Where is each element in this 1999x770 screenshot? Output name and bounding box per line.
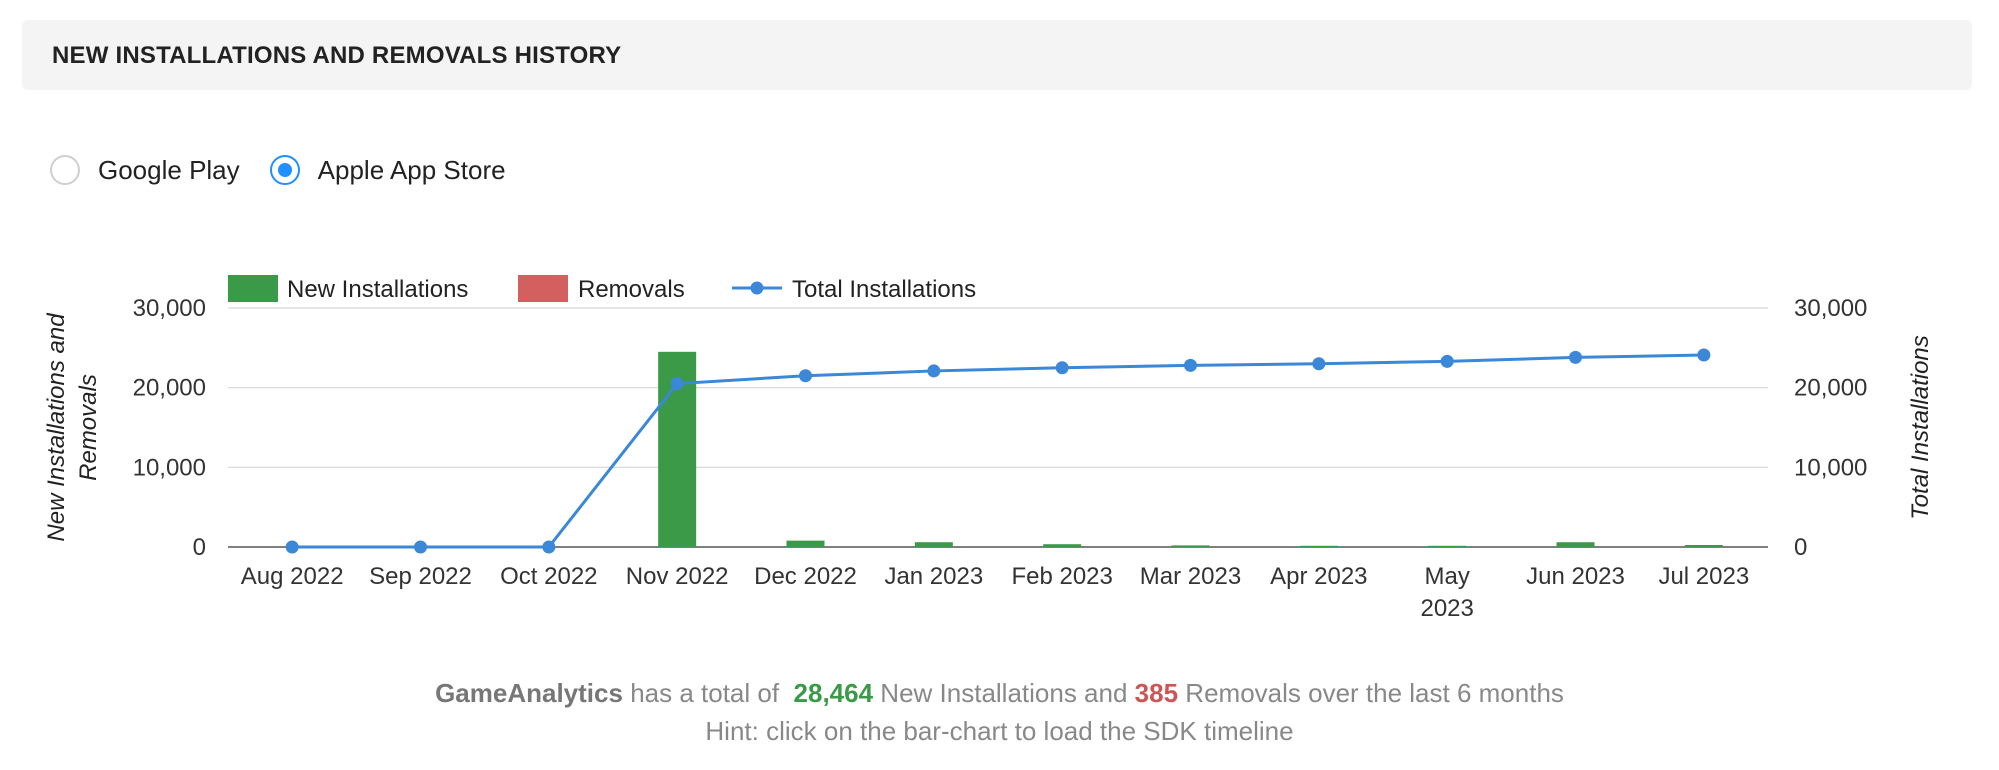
total-installations-line	[292, 353, 1704, 549]
summary-removals: 385	[1134, 678, 1179, 708]
x-tick-label: Oct 2022	[500, 563, 597, 590]
total-installations-point[interactable]	[1184, 358, 1197, 372]
total-installations-point[interactable]	[542, 540, 556, 554]
x-tick-label: Jul 2023	[1658, 563, 1749, 590]
x-tick-label: Apr 2023	[1270, 563, 1367, 590]
radio-google-play[interactable]: Google Play	[50, 155, 240, 186]
x-tick-label: Jan 2023	[884, 563, 983, 590]
total-installations-point[interactable]	[1055, 361, 1069, 375]
summary-hint: Hint: click on the bar-chart to load the…	[705, 716, 1294, 746]
y-left-tick-label: 20,000	[133, 375, 206, 402]
radio-label-apple-app-store: Apple App Store	[317, 154, 506, 185]
bar-new-installations[interactable]	[1556, 542, 1595, 547]
y-left-axis-title: New Installations and	[43, 313, 70, 542]
y-left-tick-label: 0	[193, 534, 206, 561]
radio-selected-icon[interactable]	[269, 155, 300, 185]
legend-label-new-installations[interactable]: New Installations	[287, 276, 468, 303]
x-tick-label: Feb 2023	[1011, 563, 1112, 590]
total-installations-point[interactable]	[285, 540, 299, 554]
legend-label-total-installations[interactable]: Total Installations	[792, 276, 976, 303]
total-installations-point[interactable]	[1697, 348, 1711, 362]
store-selector: Google Play Apple App Store	[50, 152, 536, 188]
legend-swatch-new-installations[interactable]	[228, 275, 278, 302]
x-tick-label: Mar 2023	[1140, 563, 1241, 590]
bar-new-installations[interactable]	[1684, 545, 1723, 547]
legend-swatch-removals[interactable]	[518, 275, 568, 302]
x-tick-label: Nov 2022	[626, 563, 729, 590]
total-installations-point[interactable]	[799, 369, 812, 383]
x-tick-label: Aug 2022	[241, 563, 344, 590]
y-right-tick-label: 20,000	[1794, 375, 1867, 402]
y-left-axis-title: Removals	[75, 374, 102, 481]
bar-new-installations[interactable]	[786, 540, 825, 547]
y-right-tick-label: 0	[1794, 534, 1807, 561]
bar-new-installations[interactable]	[1299, 545, 1338, 547]
total-installations-point[interactable]	[1569, 350, 1582, 364]
radio-circle-icon[interactable]	[50, 155, 80, 185]
total-installations-point[interactable]	[414, 540, 427, 554]
y-right-tick-label: 10,000	[1794, 454, 1867, 481]
summary-pre: has a total of	[630, 678, 780, 708]
x-tick-label: Sep 2022	[369, 563, 472, 590]
summary-post: Removals over the last 6 months	[1185, 678, 1564, 708]
panel-header: NEW INSTALLATIONS AND REMOVALS HISTORY	[22, 20, 1972, 90]
summary-new-installs: 28,464	[793, 678, 874, 708]
total-installations-point[interactable]	[927, 364, 941, 378]
total-installations-point[interactable]	[1312, 357, 1326, 371]
radio-dot-icon	[277, 163, 292, 177]
panel-title: NEW INSTALLATIONS AND REMOVALS HISTORY	[52, 42, 622, 69]
y-right-tick-label: 30,000	[1794, 295, 1867, 322]
legend-marker-total-installations[interactable]	[750, 281, 764, 295]
bar-new-installations[interactable]	[1171, 545, 1210, 547]
bar-new-installations[interactable]	[914, 542, 953, 547]
legend-label-removals[interactable]: Removals	[578, 276, 685, 303]
x-tick-label: Dec 2022	[754, 563, 857, 590]
x-tick-label: Jun 2023	[1526, 563, 1625, 590]
total-installations-point[interactable]	[670, 377, 684, 391]
radio-label-google-play: Google Play	[98, 154, 240, 185]
y-left-tick-label: 30,000	[133, 295, 206, 322]
summary-brand: GameAnalytics	[435, 678, 623, 708]
x-tick-label: 2023	[1420, 595, 1473, 622]
y-right-axis-title: Total Installations	[1907, 335, 1934, 520]
radio-apple-app-store[interactable]: Apple App Store	[269, 154, 506, 186]
bar-new-installations[interactable]	[1043, 544, 1082, 547]
bar-new-installations[interactable]	[1428, 545, 1467, 547]
y-left-tick-label: 10,000	[133, 454, 206, 481]
summary-mid: New Installations and	[880, 678, 1128, 708]
x-tick-label: May	[1424, 563, 1469, 590]
total-installations-point[interactable]	[1440, 354, 1454, 368]
summary-line: GameAnalytics has a total of 28,464 New …	[0, 678, 1999, 709]
installations-chart[interactable]: 0 10,000 20,000 30,000 0 10,000 20,000 30,000 Au…	[0, 0, 1999, 650]
